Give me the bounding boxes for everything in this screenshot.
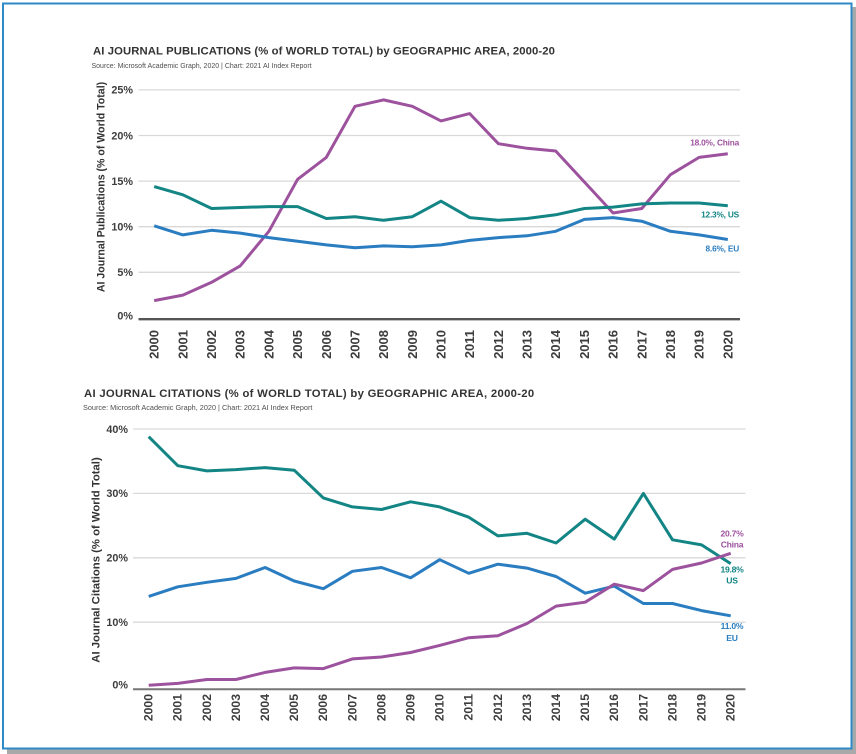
svg-text:Source: Microsoft Academic Gra: Source: Microsoft Academic Graph, 2020 |… xyxy=(92,63,312,70)
svg-text:5%: 5% xyxy=(117,267,133,279)
svg-text:AI Journal Citations (% of Wor: AI Journal Citations (% of World Total) xyxy=(91,457,103,663)
svg-text:2019: 2019 xyxy=(692,330,707,359)
svg-text:2012: 2012 xyxy=(491,694,505,721)
svg-text:2007: 2007 xyxy=(348,330,363,359)
svg-text:2004: 2004 xyxy=(258,694,272,721)
svg-text:8.6%, EU: 8.6%, EU xyxy=(706,244,740,254)
svg-text:2016: 2016 xyxy=(607,694,621,721)
svg-text:2017: 2017 xyxy=(636,694,650,721)
svg-text:2018: 2018 xyxy=(665,694,679,721)
svg-text:2018: 2018 xyxy=(663,330,678,359)
svg-text:AI Journal Publications (% of: AI Journal Publications (% of World Tota… xyxy=(95,82,107,292)
svg-text:18.0%, China: 18.0%, China xyxy=(690,137,739,147)
svg-text:2016: 2016 xyxy=(606,330,621,359)
svg-text:2009: 2009 xyxy=(404,694,418,721)
svg-text:2003: 2003 xyxy=(233,330,248,359)
svg-text:2001: 2001 xyxy=(171,694,185,721)
svg-text:2015: 2015 xyxy=(577,330,592,359)
svg-text:20.7%: 20.7% xyxy=(720,529,744,539)
svg-text:AI JOURNAL PUBLICATIONS (% of: AI JOURNAL PUBLICATIONS (% of WORLD TOTA… xyxy=(93,46,555,58)
svg-text:2005: 2005 xyxy=(290,330,305,359)
svg-text:2013: 2013 xyxy=(520,694,534,721)
svg-text:2008: 2008 xyxy=(374,694,388,721)
svg-text:15%: 15% xyxy=(111,176,133,188)
svg-text:0%: 0% xyxy=(112,679,128,691)
svg-text:0%: 0% xyxy=(117,311,133,323)
svg-text:2012: 2012 xyxy=(491,330,506,359)
svg-text:China: China xyxy=(721,540,744,550)
svg-text:20%: 20% xyxy=(111,130,133,142)
svg-text:2011: 2011 xyxy=(462,694,476,721)
svg-text:2017: 2017 xyxy=(634,330,649,359)
svg-text:20%: 20% xyxy=(106,553,128,565)
svg-text:10%: 10% xyxy=(106,617,128,629)
svg-text:2011: 2011 xyxy=(462,330,477,358)
svg-text:2019: 2019 xyxy=(695,694,709,721)
svg-text:2008: 2008 xyxy=(376,330,391,359)
svg-text:2010: 2010 xyxy=(433,694,447,721)
svg-text:2001: 2001 xyxy=(175,330,190,359)
svg-text:US: US xyxy=(726,576,738,586)
svg-text:2006: 2006 xyxy=(319,330,334,359)
svg-text:2010: 2010 xyxy=(434,330,449,359)
svg-text:2003: 2003 xyxy=(229,694,243,721)
svg-text:25%: 25% xyxy=(111,85,133,97)
svg-text:2014: 2014 xyxy=(549,694,563,721)
svg-text:2009: 2009 xyxy=(405,330,420,359)
svg-text:2015: 2015 xyxy=(578,694,592,721)
svg-text:2007: 2007 xyxy=(345,694,359,721)
svg-text:19.8%: 19.8% xyxy=(720,565,744,575)
svg-text:2013: 2013 xyxy=(520,330,535,359)
svg-text:40%: 40% xyxy=(106,424,128,436)
svg-text:2020: 2020 xyxy=(720,330,735,359)
svg-text:2002: 2002 xyxy=(204,330,219,359)
svg-text:AI JOURNAL CITATIONS (% of WOR: AI JOURNAL CITATIONS (% of WORLD TOTAL) … xyxy=(84,388,534,400)
svg-text:2020: 2020 xyxy=(724,694,738,721)
svg-text:2000: 2000 xyxy=(147,330,162,359)
svg-text:EU: EU xyxy=(726,633,737,643)
svg-text:2005: 2005 xyxy=(287,694,301,721)
svg-text:2006: 2006 xyxy=(316,694,330,721)
svg-text:2000: 2000 xyxy=(142,694,156,721)
svg-text:2002: 2002 xyxy=(200,694,214,721)
svg-text:12.3%, US: 12.3%, US xyxy=(701,210,740,220)
svg-text:11.0%: 11.0% xyxy=(721,621,744,631)
svg-text:2014: 2014 xyxy=(548,329,563,359)
svg-text:2004: 2004 xyxy=(261,329,276,359)
svg-text:Source: Microsoft Academic Gra: Source: Microsoft Academic Graph, 2020 |… xyxy=(83,403,312,412)
svg-text:30%: 30% xyxy=(106,488,128,500)
svg-text:10%: 10% xyxy=(111,222,133,234)
